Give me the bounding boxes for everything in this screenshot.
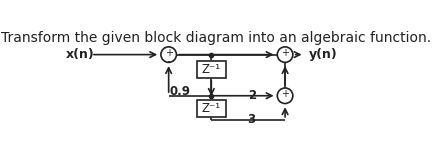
Text: Z⁻¹: Z⁻¹ <box>202 102 221 115</box>
Bar <box>197 100 226 117</box>
Text: 3: 3 <box>248 113 256 126</box>
Text: 2: 2 <box>248 89 256 102</box>
Text: x(n): x(n) <box>65 48 94 61</box>
Text: y(n): y(n) <box>308 48 337 61</box>
Text: +: + <box>281 89 289 99</box>
Bar <box>197 61 226 78</box>
Text: +: + <box>281 48 289 58</box>
Text: Transform the given block diagram into an algebraic function.: Transform the given block diagram into a… <box>1 31 431 45</box>
Text: 0.9: 0.9 <box>170 85 191 98</box>
Text: Z⁻¹: Z⁻¹ <box>202 63 221 76</box>
Text: +: + <box>165 48 173 58</box>
